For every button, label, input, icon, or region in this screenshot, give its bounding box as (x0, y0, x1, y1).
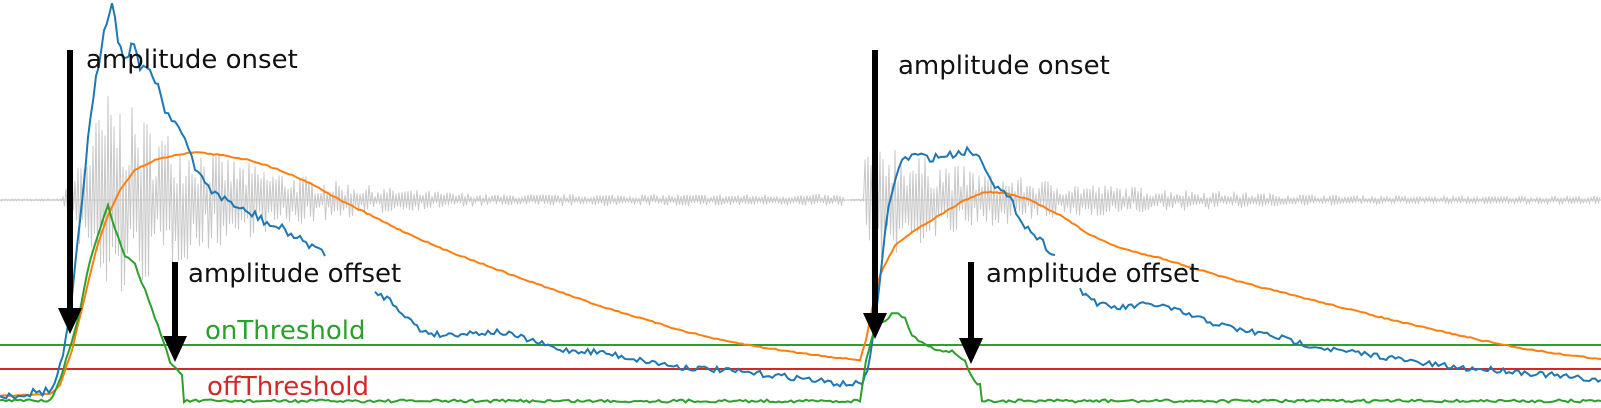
detection-signal-line (0, 201, 1601, 404)
fast-envelope-line-segment-4 (1079, 287, 1601, 383)
onset-arrow-1 (58, 50, 82, 334)
fast-envelope-line-segment-2 (374, 290, 863, 388)
offset-label-2: amplitude offset (986, 259, 1199, 289)
off-threshold-label: offThreshold (207, 372, 369, 402)
fast-envelope-line-segment-3 (861, 145, 1056, 387)
waveform-burst-2 (849, 141, 1601, 258)
onset-label-2: amplitude onset (898, 51, 1110, 81)
offset-arrow-2 (959, 262, 983, 364)
waveform-burst-1 (0, 95, 845, 292)
onset-label-1: amplitude onset (86, 45, 298, 75)
onset-arrow-2 (863, 50, 887, 339)
on-threshold-label: onThreshold (205, 316, 366, 346)
offset-arrow-1 (163, 262, 187, 362)
offset-label-1: amplitude offset (188, 259, 401, 289)
fast-envelope-line-segment-1 (0, 2, 326, 400)
waveform (0, 95, 1601, 292)
slow-envelope-line (0, 151, 1601, 397)
